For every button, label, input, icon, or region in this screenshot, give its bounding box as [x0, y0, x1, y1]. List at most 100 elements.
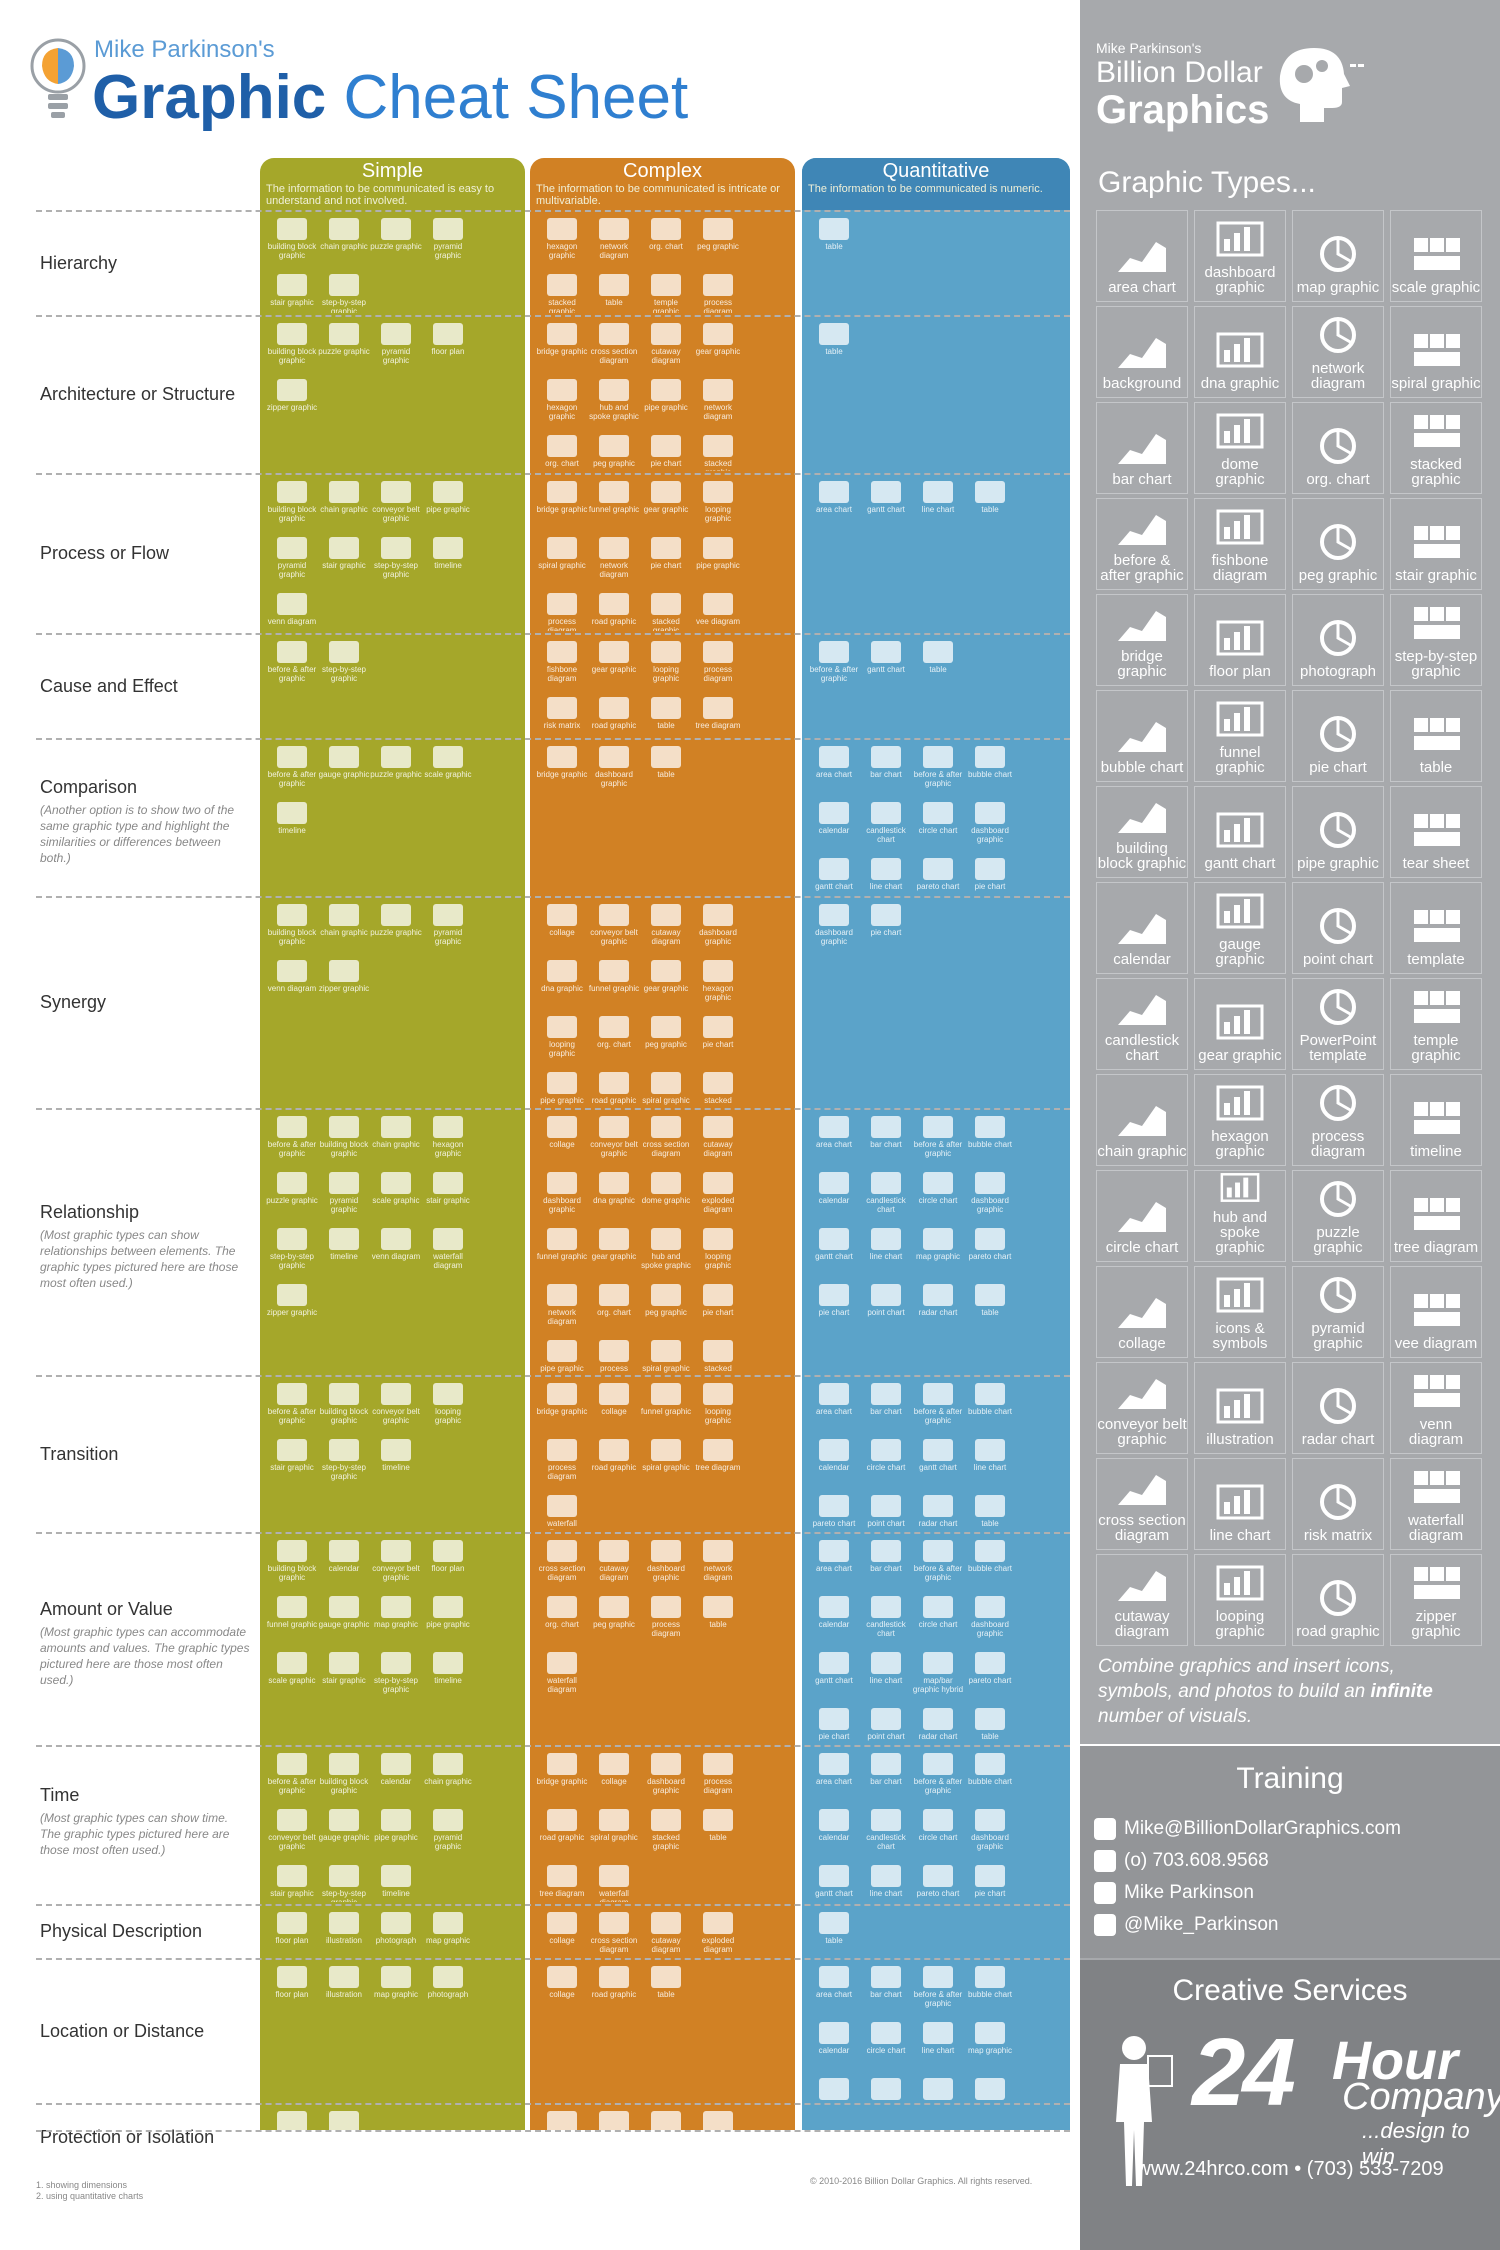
- graphic-type-tile[interactable]: fishbone diagram: [1194, 498, 1286, 590]
- graphic-type-tile[interactable]: hexagon graphic: [1194, 1074, 1286, 1166]
- graphic-thumbnail-icon: [547, 641, 577, 663]
- graphic-type-tile[interactable]: point chart: [1292, 882, 1384, 974]
- graphic-type-tile[interactable]: spiral graphic: [1390, 306, 1482, 398]
- graphic-type-tile[interactable]: photograph: [1292, 594, 1384, 686]
- training-email[interactable]: Mike@BillionDollarGraphics.com: [1094, 1818, 1401, 1840]
- graphic-type-tile[interactable]: hub and spoke graphic: [1194, 1170, 1286, 1262]
- graphic-type-tile[interactable]: risk matrix: [1292, 1458, 1384, 1550]
- graphic-type-tile[interactable]: cross section diagram: [1096, 1458, 1188, 1550]
- mini-graphic: table: [692, 1596, 744, 1652]
- graphic-type-tile[interactable]: road graphic: [1292, 1554, 1384, 1646]
- mini-graphic: bridge graphic: [536, 323, 588, 379]
- graphic-thumbnail-icon: [923, 1865, 953, 1887]
- mini-graphic-label: looping graphic: [652, 665, 680, 683]
- graphic-type-tile[interactable]: dashboard graphic: [1194, 210, 1286, 302]
- mini-graphic: line chart: [860, 1652, 912, 1708]
- mini-graphic: building block graphic: [266, 1540, 318, 1596]
- mini-graphic-label: stacked graphic: [704, 1096, 732, 1106]
- graphic-type-tile[interactable]: map graphic: [1292, 210, 1384, 302]
- graphic-type-tile[interactable]: pipe graphic: [1292, 786, 1384, 878]
- graphic-type-tile[interactable]: PowerPoint template: [1292, 978, 1384, 1070]
- linkedin-text[interactable]: Mike Parkinson: [1124, 1882, 1254, 1903]
- graphic-type-tile[interactable]: area chart: [1096, 210, 1188, 302]
- mini-graphic: bar chart: [860, 1540, 912, 1596]
- mini-graphic: table: [912, 641, 964, 697]
- graphic-type-tile[interactable]: bar chart: [1096, 402, 1188, 494]
- graphic-type-tile[interactable]: table: [1390, 690, 1482, 782]
- graphic-type-icon: [1118, 1202, 1166, 1232]
- graphic-thumbnail-icon: [923, 1652, 953, 1674]
- graphic-type-tile[interactable]: gantt chart: [1194, 786, 1286, 878]
- training-twitter[interactable]: @Mike_Parkinson: [1094, 1914, 1278, 1936]
- graphic-type-tile[interactable]: pyramid graphic: [1292, 1266, 1384, 1358]
- graphic-thumbnail-icon: [819, 2022, 849, 2044]
- mini-graphic: before & after graphic: [266, 1116, 318, 1172]
- training-linkedin[interactable]: Mike Parkinson: [1094, 1882, 1254, 1904]
- graphic-type-tile[interactable]: funnel graphic: [1194, 690, 1286, 782]
- graphic-thumbnail-icon: [599, 1172, 629, 1194]
- mini-graphic: gauge graphic: [318, 746, 370, 802]
- graphic-type-tile[interactable]: radar chart: [1292, 1362, 1384, 1454]
- graphic-type-tile[interactable]: candlestick chart: [1096, 978, 1188, 1070]
- graphic-type-tile[interactable]: venn diagram: [1390, 1362, 1482, 1454]
- graphic-type-tile[interactable]: dna graphic: [1194, 306, 1286, 398]
- graphic-type-tile[interactable]: circle chart: [1096, 1170, 1188, 1262]
- graphic-type-tile[interactable]: calendar: [1096, 882, 1188, 974]
- graphic-type-tile[interactable]: icons & symbols: [1194, 1266, 1286, 1358]
- mini-graphic-label: collage: [601, 1777, 627, 1786]
- graphic-type-tile[interactable]: pie chart: [1292, 690, 1384, 782]
- mini-graphic-label: line chart: [869, 882, 903, 891]
- row-label: Cause and Effect: [40, 676, 250, 697]
- graphic-type-tile[interactable]: scale graphic: [1390, 210, 1482, 302]
- graphic-type-tile[interactable]: collage: [1096, 1266, 1188, 1358]
- graphic-type-tile[interactable]: peg graphic: [1292, 498, 1384, 590]
- graphic-type-tile[interactable]: building block graphic: [1096, 786, 1188, 878]
- mini-graphic-label: pyramid graphic: [277, 561, 307, 579]
- graphic-type-tile[interactable]: org. chart: [1292, 402, 1384, 494]
- graphic-type-tile[interactable]: zipper graphic: [1390, 1554, 1482, 1646]
- graphic-type-tile[interactable]: before & after graphic: [1096, 498, 1188, 590]
- graphic-type-tile[interactable]: bubble chart: [1096, 690, 1188, 782]
- graphic-type-tile[interactable]: illustration: [1194, 1362, 1286, 1454]
- graphic-type-tile[interactable]: step-by-step graphic: [1390, 594, 1482, 686]
- mini-graphic-label: calendar: [818, 2046, 850, 2055]
- mini-graphic: org. chart: [588, 1284, 640, 1340]
- mini-graphic-label: gear graphic: [591, 1252, 637, 1261]
- graphic-type-tile[interactable]: background: [1096, 306, 1188, 398]
- graphic-type-tile[interactable]: tree diagram: [1390, 1170, 1482, 1262]
- graphic-thumbnail-icon: [547, 593, 577, 615]
- graphic-type-tile[interactable]: bridge graphic: [1096, 594, 1188, 686]
- graphic-type-tile[interactable]: cutaway diagram: [1096, 1554, 1188, 1646]
- graphic-type-tile[interactable]: tear sheet: [1390, 786, 1482, 878]
- email-text[interactable]: Mike@BillionDollarGraphics.com: [1124, 1818, 1401, 1839]
- graphic-type-tile[interactable]: stair graphic: [1390, 498, 1482, 590]
- mini-graphic-label: pipe graphic: [426, 1620, 470, 1629]
- mini-graphic-label: bubble chart: [967, 1777, 1013, 1786]
- graphic-type-tile[interactable]: line chart: [1194, 1458, 1286, 1550]
- mini-graphic-label: stair graphic: [270, 1889, 314, 1898]
- graphic-type-tile[interactable]: puzzle graphic: [1292, 1170, 1384, 1262]
- graphic-type-tile[interactable]: gear graphic: [1194, 978, 1286, 1070]
- graphic-type-tile[interactable]: process diagram: [1292, 1074, 1384, 1166]
- graphic-type-tile[interactable]: temple graphic: [1390, 978, 1482, 1070]
- graphic-type-tile[interactable]: timeline: [1390, 1074, 1482, 1166]
- mini-graphic: gantt chart: [808, 858, 860, 894]
- mini-graphic-label: network diagram: [599, 561, 629, 579]
- graphic-type-tile[interactable]: waterfall diagram: [1390, 1458, 1482, 1550]
- graphic-type-tile[interactable]: template: [1390, 882, 1482, 974]
- graphic-type-tile[interactable]: stacked graphic: [1390, 402, 1482, 494]
- graphic-type-tile[interactable]: network diagram: [1292, 306, 1384, 398]
- mini-graphic-label: puzzle graphic: [370, 770, 422, 779]
- graphic-type-tile[interactable]: gauge graphic: [1194, 882, 1286, 974]
- graphic-type-tile[interactable]: floor plan: [1194, 594, 1286, 686]
- graphic-type-tile[interactable]: dome graphic: [1194, 402, 1286, 494]
- graphic-thumbnail-icon: [923, 1439, 953, 1461]
- mini-graphic-label: map graphic: [915, 1252, 961, 1261]
- mini-graphic: table: [964, 481, 1016, 537]
- graphic-type-tile[interactable]: chain graphic: [1096, 1074, 1188, 1166]
- graphic-type-tile[interactable]: conveyor belt graphic: [1096, 1362, 1188, 1454]
- creative-contact[interactable]: www.24hrco.com • (703) 533-7209: [1136, 2158, 1444, 2180]
- twitter-text[interactable]: @Mike_Parkinson: [1124, 1914, 1279, 1935]
- graphic-type-tile[interactable]: vee diagram: [1390, 1266, 1482, 1358]
- graphic-type-tile[interactable]: looping graphic: [1194, 1554, 1286, 1646]
